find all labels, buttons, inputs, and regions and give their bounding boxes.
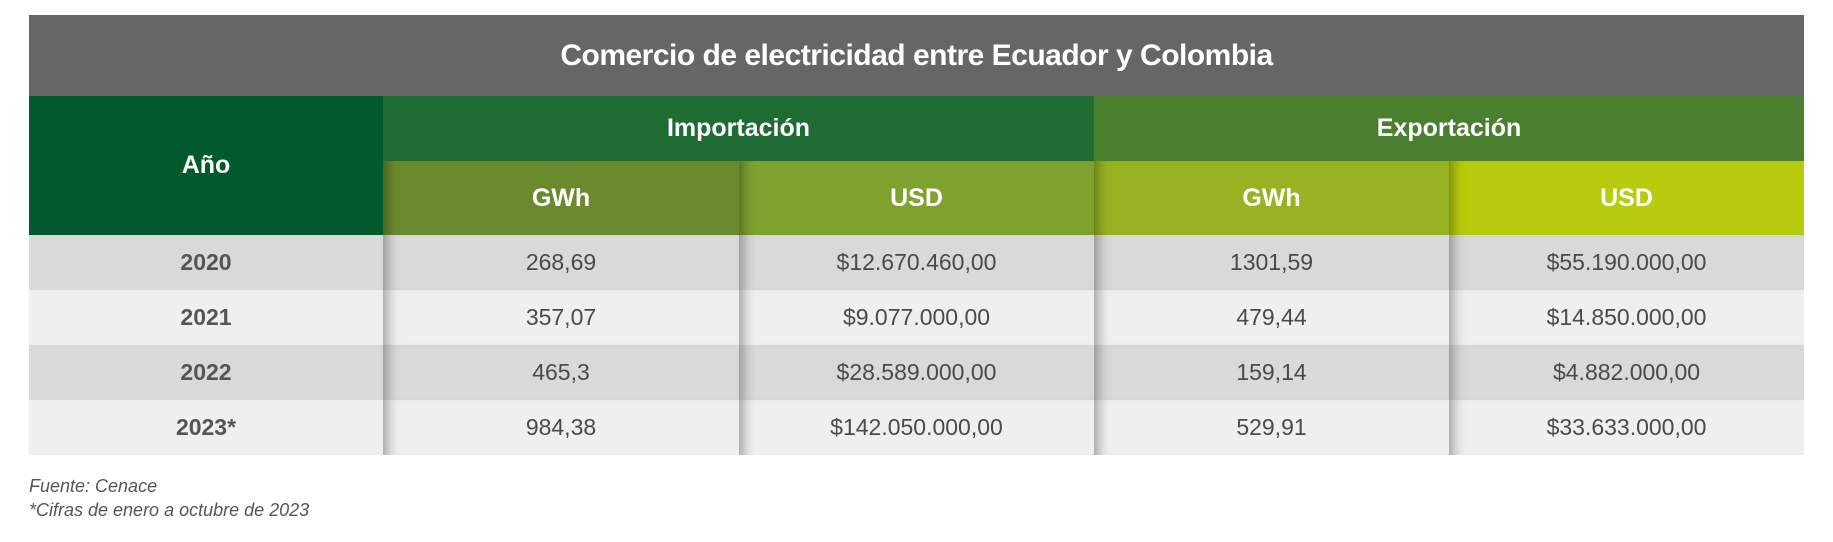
value-cell: 529,91 [1094,400,1449,455]
value-cell: 984,38 [383,400,739,455]
table-title: Comercio de electricidad entre Ecuador y… [29,15,1805,96]
group-header: Importación [383,96,1094,161]
column-header: USD [1449,161,1805,235]
year-cell: 2020 [29,235,383,290]
value-cell: 479,44 [1094,290,1449,345]
value-cell: 268,69 [383,235,739,290]
value-cell: $14.850.000,00 [1449,290,1805,345]
table-row: 2022 465,3 $28.589.000,00 159,14 $4.882.000,… [29,345,1805,400]
value-cell: $55.190.000,00 [1449,235,1805,290]
column-header: GWh [383,161,739,235]
table-row: 2023* 984,38 $142.050.000,00 529,91 $33.633.… [29,400,1805,455]
group-header: Exportación [1094,96,1805,161]
year-cell: 2023* [29,400,383,455]
value-cell: $4.882.000,00 [1449,345,1805,400]
table-row: 2021 357,07 $9.077.000,00 479,44 $14.850.000… [29,290,1805,345]
trade-table: Comercio de electricidad entre Ecuador y… [29,15,1805,455]
footnote: *Cifras de enero a octubre de 2023 [29,500,310,520]
value-cell: $142.050.000,00 [739,400,1094,455]
value-cell: 357,07 [383,290,739,345]
column-header: GWh [1094,161,1449,235]
value-cell: $28.589.000,00 [739,345,1094,400]
value-cell: $12.670.460,00 [739,235,1094,290]
table-row: 2020 268,69 $12.670.460,00 1301,59 $55.190.0… [29,235,1805,290]
value-cell: $33.633.000,00 [1449,400,1805,455]
value-cell: 1301,59 [1094,235,1449,290]
table-wrap: Comercio de electricidad entre Ecuador y… [29,15,1805,455]
year-cell: 2022 [29,345,383,400]
year-header: Año [29,96,383,235]
table-body: 2020 268,69 $12.670.460,00 1301,59 $55.190.0… [29,235,1805,455]
column-header: USD [739,161,1094,235]
value-cell: $9.077.000,00 [739,290,1094,345]
source-note: Fuente: Cenace [29,476,158,496]
value-cell: 465,3 [383,345,739,400]
value-cell: 159,14 [1094,345,1449,400]
year-cell: 2021 [29,290,383,345]
notes: Fuente: Cenace *Cifras de enero a octubr… [29,474,309,522]
